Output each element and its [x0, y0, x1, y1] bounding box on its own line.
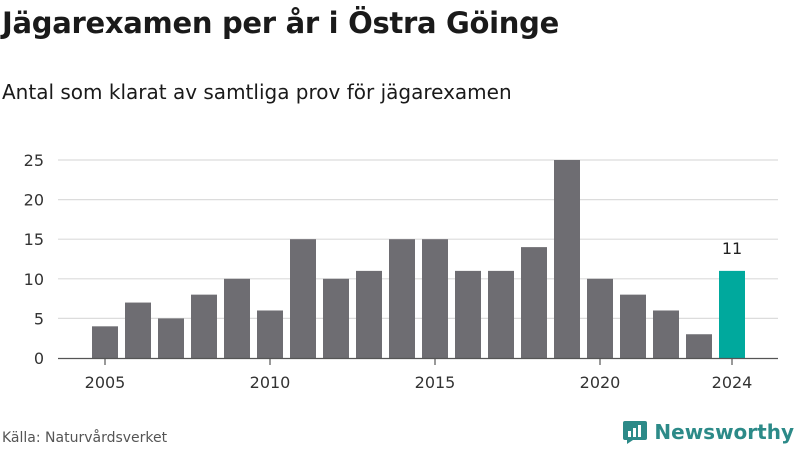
bars	[92, 160, 745, 358]
bar-2011	[290, 239, 316, 358]
bar-2013	[356, 270, 382, 358]
bar-2017	[488, 270, 514, 358]
brand-name: Newsworthy	[654, 420, 794, 444]
bar-2012	[323, 278, 349, 358]
annotations: 11	[722, 239, 742, 258]
bar-2015	[422, 239, 448, 358]
data-label-2024: 11	[722, 239, 742, 258]
bar-2020	[587, 278, 613, 358]
y-axis-ticks: 0 5 10 15 20 25	[24, 151, 44, 368]
bar-2024	[719, 270, 745, 358]
bar-2010	[257, 310, 283, 358]
brand[interactable]: Newsworthy	[622, 419, 794, 445]
x-tick-label: 2024	[712, 373, 753, 392]
bar-2014	[389, 239, 415, 358]
x-tick-label: 2010	[250, 373, 291, 392]
x-tick-label: 2020	[580, 373, 621, 392]
bar-2016	[455, 270, 481, 358]
bar-2019	[554, 160, 580, 358]
bar-2008	[191, 294, 217, 358]
gridlines	[58, 159, 778, 319]
y-tick-label: 10	[24, 270, 44, 289]
bar-2022	[653, 310, 679, 358]
bar-2005	[92, 326, 118, 358]
bar-2018	[521, 247, 547, 358]
bar-2021	[620, 294, 646, 358]
chart-title: Jägarexamen per år i Östra Göinge	[2, 6, 559, 40]
bar-2023	[686, 334, 712, 358]
bar-2007	[158, 318, 184, 358]
x-axis: 2005 2010 2015 2020 2024	[58, 357, 778, 392]
chart-subtitle: Antal som klarat av samtliga prov för jä…	[2, 80, 512, 104]
y-tick-label: 0	[34, 349, 44, 368]
y-tick-label: 25	[24, 151, 44, 170]
y-tick-label: 15	[24, 230, 44, 249]
source-note: Källa: Naturvårdsverket	[2, 430, 168, 446]
y-tick-label: 20	[24, 191, 44, 210]
x-tick-label: 2015	[415, 373, 456, 392]
y-tick-label: 5	[34, 309, 44, 328]
bar-2009	[224, 278, 250, 358]
bar-2006	[125, 302, 151, 358]
x-tick-label: 2005	[85, 373, 126, 392]
newsworthy-logo-icon	[622, 419, 648, 445]
